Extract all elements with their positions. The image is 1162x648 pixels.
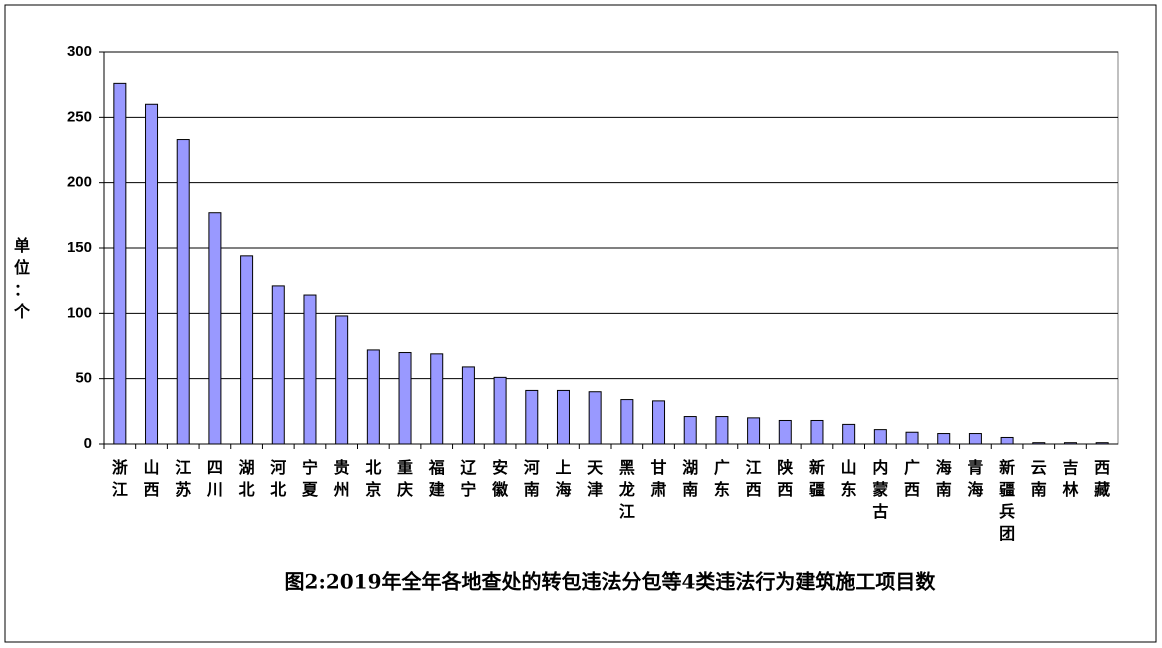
x-tick-label: 浙江 [112,458,128,499]
x-tick-label: 辽宁 [460,458,477,499]
x-tick-label: 重庆 [396,458,413,499]
y-tick-label: 100 [67,304,92,321]
x-tick-label: 北京 [365,458,381,499]
x-tick-label: 天津 [587,458,604,499]
bar [113,82,127,445]
bar [810,419,824,445]
bar [398,352,412,445]
bar [1095,442,1109,445]
x-tick-label: 江苏 [175,458,191,499]
x-tick-label: 山东 [841,458,857,499]
x-tick-label: 新疆 [809,458,825,499]
x-tick-label: 福建 [428,458,445,499]
x-tick-label: 安徽 [491,458,509,499]
bar [1063,442,1077,445]
x-tick-label: 内蒙古 [872,458,888,521]
chart-title: 图2:2019年全年各地查处的转包违法分包等4类违法行为建筑施工项目数 [285,570,937,594]
bar [937,433,951,445]
bar [430,353,444,445]
x-tick-label: 青海 [967,458,983,499]
x-tick-label: 黑龙江 [618,458,635,521]
bar [620,399,634,445]
y-tick-label: 250 [67,108,92,125]
bar [303,294,317,445]
y-tick-label: 300 [67,43,92,60]
x-tick-label: 湖北 [239,458,255,499]
bar [525,389,539,445]
bar [240,255,254,445]
bar [842,423,856,445]
x-tick-label: 河北 [270,458,286,499]
chart-frame [4,4,1157,643]
x-tick-label: 上海 [555,458,571,499]
y-tick-label: 50 [75,370,92,387]
x-tick-label: 甘肃 [651,458,667,499]
bar [1000,436,1014,445]
bar [145,103,159,445]
bar [588,391,602,445]
bar [747,417,761,445]
x-tick-label: 四川 [206,458,223,499]
x-tick-label: 新疆兵团 [999,458,1015,543]
x-tick-label: 广东 [714,458,730,499]
bar [778,419,792,445]
bar [905,431,919,445]
x-tick-label: 湖南 [682,458,698,499]
y-tick-label: 200 [67,174,92,191]
x-tick-label: 江西 [746,458,762,499]
bar [366,349,380,445]
x-tick-label: 云南 [1031,458,1047,499]
bar [652,400,666,445]
bar [715,416,729,445]
x-tick-label: 吉林 [1062,458,1078,499]
bar [556,389,570,445]
x-tick-label: 陕西 [777,458,793,499]
y-tick-label: 0 [84,435,92,452]
bar [683,416,697,445]
x-tick-label: 广西 [904,458,920,499]
x-tick-label: 西藏 [1094,458,1110,499]
y-axis-label: 单位：个 [13,236,31,321]
bar [873,429,887,445]
x-tick-label: 宁夏 [301,458,319,499]
bar [493,376,507,445]
bar [1032,442,1046,445]
bar [176,139,190,445]
x-tick-label: 河南 [524,458,540,499]
bar [968,433,982,445]
bar [208,212,222,445]
x-tick-label: 海南 [936,458,952,499]
x-tick-label: 山西 [144,458,160,499]
x-tick-label: 贵州 [333,458,350,499]
y-tick-label: 150 [67,239,92,256]
bar [335,315,349,445]
bar [461,366,475,445]
bar [271,285,285,445]
